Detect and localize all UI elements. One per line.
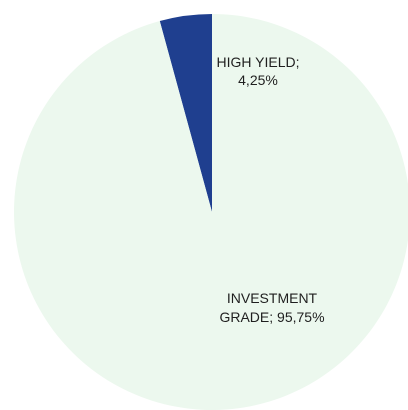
label-investment-grade-line1: INVESTMENT (227, 290, 318, 306)
label-high-yield-line2: 4,25% (238, 72, 278, 88)
label-investment-grade-line2: GRADE; 95,75% (219, 309, 324, 325)
label-high-yield-line1: HIGH YIELD; (217, 54, 300, 70)
pie-slice-investment-grade (14, 14, 408, 410)
pie-slice-high-yield (159, 14, 212, 212)
